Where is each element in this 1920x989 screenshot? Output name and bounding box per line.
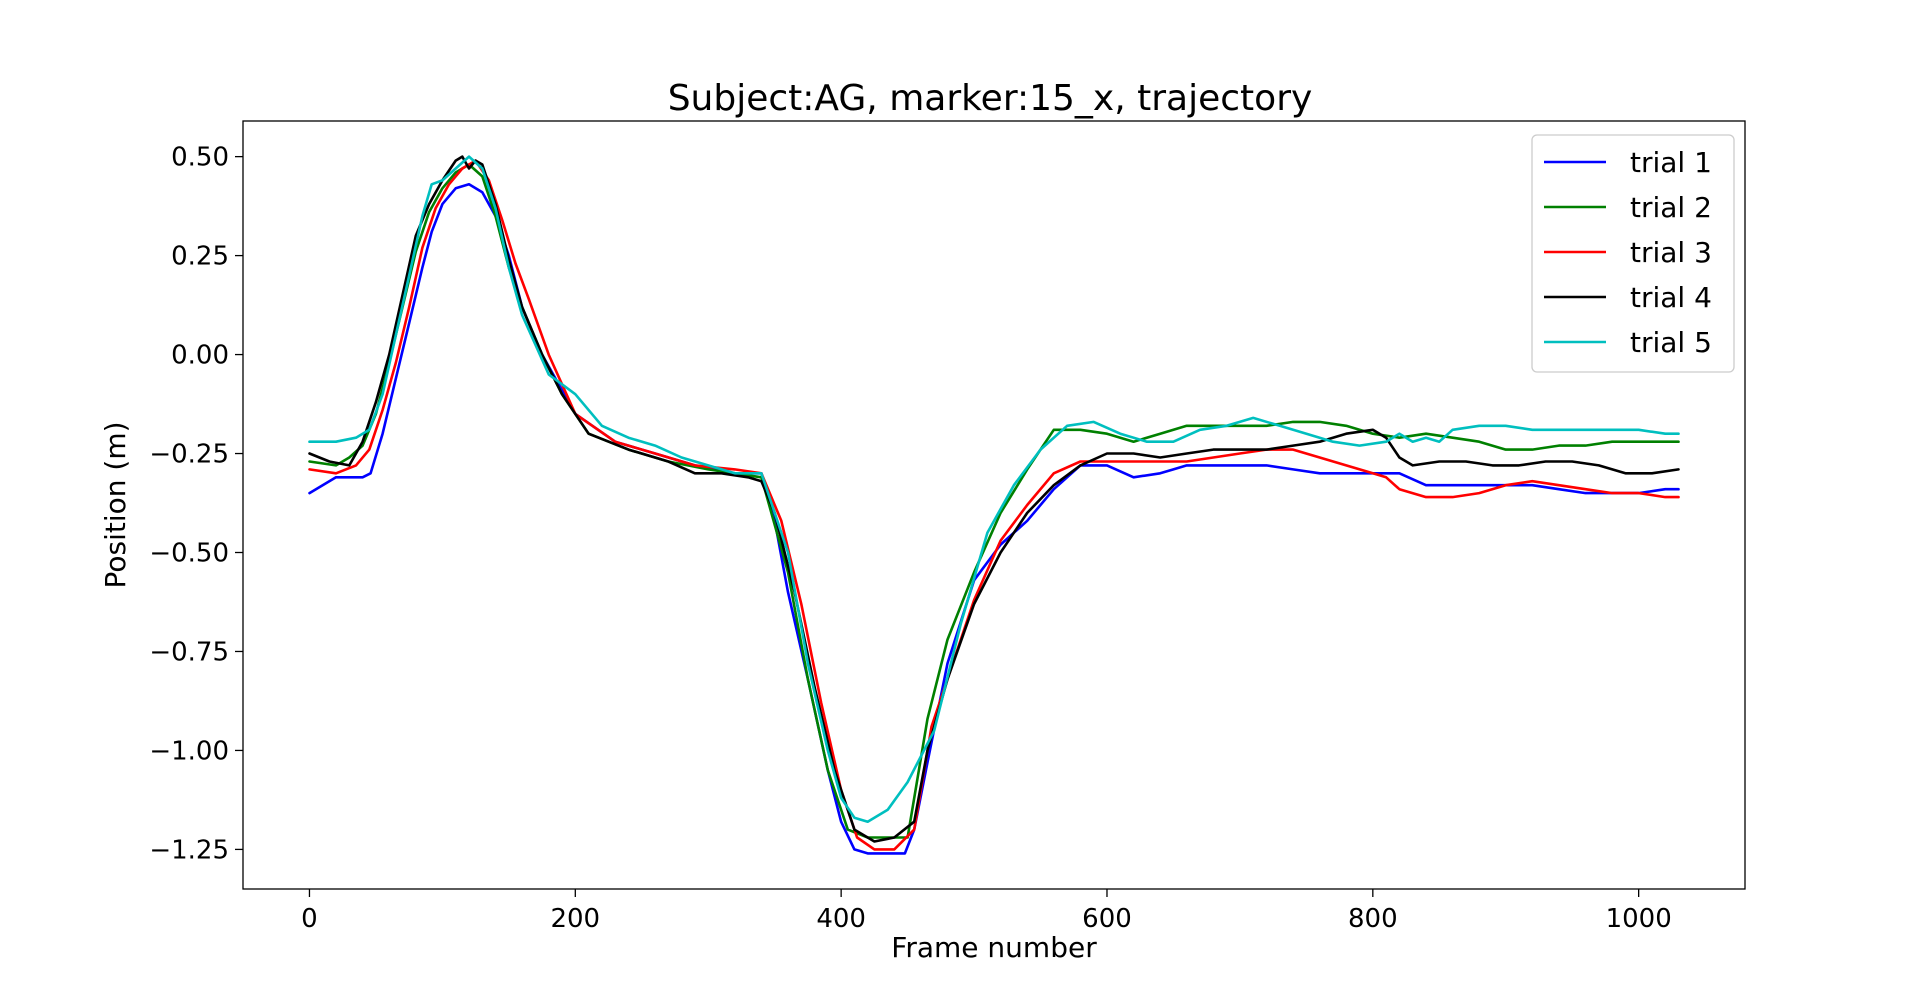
x-tick-label: 200 <box>550 904 600 934</box>
legend: trial 1 trial 2 trial 3 trial 4 trial 5 <box>1531 134 1735 373</box>
x-axis-label: Frame number <box>891 931 1097 964</box>
y-axis: 0.50 0.25 0.00 −0.25 −0.50 −0.75 −1.00 −1.25 <box>149 143 243 865</box>
y-tick-label: 0.00 <box>171 341 229 371</box>
y-tick-label: −0.50 <box>149 539 229 569</box>
x-axis: 0 200 400 600 800 1000 <box>301 889 1672 934</box>
chart-title: Subject:AG, marker:15_x, trajectory <box>668 78 1313 119</box>
series-line-trial-5 <box>308 155 1680 823</box>
y-tick-label: 0.25 <box>171 242 229 272</box>
y-tick-label: −1.25 <box>149 835 229 865</box>
x-tick-label: 1000 <box>1606 904 1672 934</box>
plot-frame <box>242 120 1746 890</box>
legend-label: trial 5 <box>1630 326 1712 359</box>
legend-label: trial 4 <box>1630 281 1712 314</box>
y-axis-label: Position (m) <box>99 421 132 588</box>
x-tick-label: 800 <box>1348 904 1398 934</box>
x-tick-label: 0 <box>301 904 318 934</box>
x-tick-label: 400 <box>816 904 866 934</box>
plot-lines <box>308 155 1680 855</box>
legend-label: trial 2 <box>1630 191 1712 224</box>
legend-box <box>1531 134 1735 373</box>
x-tick-label: 600 <box>1082 904 1132 934</box>
series-line-trial-4 <box>308 155 1680 843</box>
legend-label: trial 3 <box>1630 236 1712 269</box>
y-tick-label: 0.50 <box>171 143 229 173</box>
y-tick-label: −0.75 <box>149 637 229 667</box>
y-tick-label: −0.25 <box>149 440 229 470</box>
y-tick-label: −1.00 <box>149 736 229 766</box>
legend-label: trial 1 <box>1630 146 1712 179</box>
series-line-trial-1 <box>308 183 1680 855</box>
